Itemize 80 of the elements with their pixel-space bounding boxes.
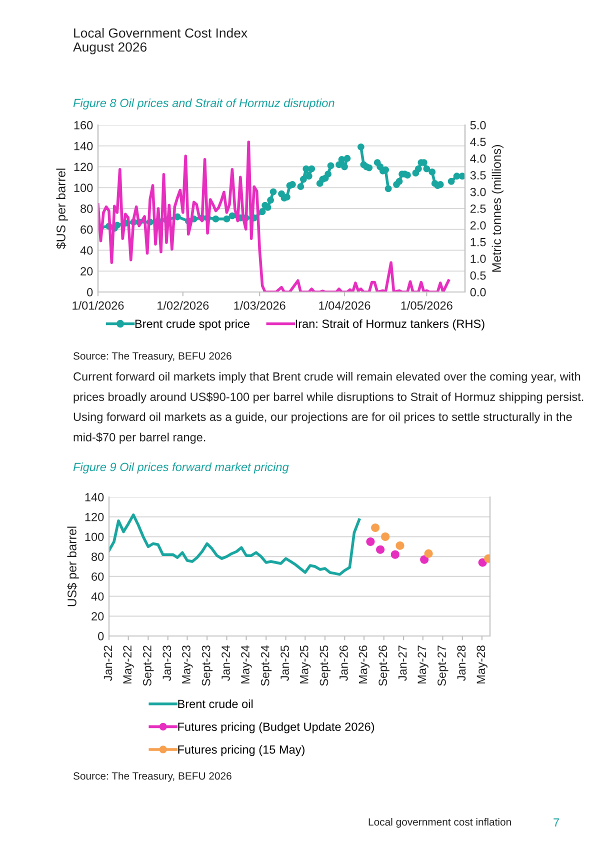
- y-tick-label: 80: [80, 204, 93, 213]
- point: [390, 550, 400, 559]
- y-tick-label: 120: [74, 162, 93, 172]
- x-tick-label: Sept-25: [320, 646, 330, 686]
- x-tick-label: May-28: [476, 646, 488, 684]
- y2-tick-label: 0.0: [470, 288, 486, 296]
- legend-label: Brent crude spot price: [135, 319, 250, 330]
- x-tick-label: Jan-24: [222, 645, 230, 681]
- y2-tick-label: 3.5: [470, 171, 486, 180]
- y-tick-label: 20: [92, 612, 104, 621]
- y-tick-label: 60: [80, 225, 93, 234]
- x-tick-label: 1/02/2026: [158, 301, 209, 310]
- x-tick-label: May-23: [182, 646, 193, 684]
- legend-label: Futures pricing (15 May): [178, 745, 304, 756]
- line-series: [109, 513, 361, 576]
- y2-tick-label: 1.5: [470, 238, 486, 246]
- point: [396, 541, 404, 550]
- y2-tick-label: 3.0: [470, 188, 486, 196]
- y2-tick-label: 2.5: [470, 204, 486, 213]
- text: Current forward oil markets imply that Brent crude will remain elevated over the coming year, with prices broadly around US$90-100 per barrel while disruptions to Strait of Hormuz shipping persist. Using forward oil markets as a guide, our projections are for oil prices to settle structurally in the mid-$70 per barrel range.: [74, 372, 584, 444]
- x-tick-label: May-27: [418, 646, 428, 684]
- y-tick-label: 140: [74, 142, 93, 150]
- x-tick-label: 1/01/2026: [72, 301, 124, 310]
- y-tick-label: 120: [85, 512, 104, 522]
- text: Local government cost inflation: [368, 818, 511, 828]
- x-tick-label: May-24: [241, 645, 252, 684]
- y-tick-label: 140: [85, 493, 104, 502]
- x-tick-label: Sept-26: [378, 646, 390, 686]
- y2-axis-title: Metric tonnes (millions): [492, 145, 504, 272]
- x-tick-label: Jan-25: [280, 646, 289, 681]
- y-tick-label: 0: [98, 632, 104, 640]
- point: [381, 532, 390, 541]
- x-tick-label: Jan-23: [162, 646, 172, 681]
- line-series: [98, 140, 450, 292]
- point: [371, 524, 380, 532]
- x-tick-label: 1/04/2026: [319, 301, 370, 310]
- point: [424, 549, 433, 558]
- y2-tick-label: 0.5: [470, 271, 486, 280]
- y-axis-title: US$ per barrel: [67, 526, 79, 606]
- y-tick-label: 80: [92, 552, 104, 561]
- y2-tick-label: 2.0: [470, 221, 486, 230]
- chart-title: Figure 8 Oil prices and Strait of Hormuz disruption: [73, 98, 334, 110]
- text: Local Government Cost Index: [74, 28, 248, 38]
- legend-label: Brent crude oil: [178, 699, 253, 708]
- x-tick-label: Sept-23: [202, 646, 213, 686]
- y2-tick-label: 4.5: [470, 138, 486, 146]
- x-tick-label: Jan-27: [398, 646, 407, 681]
- y-tick-label: 0: [87, 288, 93, 296]
- text: August 2026: [73, 42, 147, 54]
- x-tick-label: Sept-27: [438, 646, 448, 686]
- x-tick-label: May-22: [123, 646, 134, 684]
- y2-tick-label: 1.0: [470, 254, 486, 263]
- y-tick-label: 100: [85, 532, 104, 542]
- x-tick-label: Sept-24: [260, 645, 272, 686]
- y2-tick-label: 4.0: [470, 154, 486, 163]
- text: 7: [554, 818, 559, 827]
- y2-tick-label: 5.0: [470, 121, 486, 130]
- x-tick-label: Jan-22: [104, 646, 112, 681]
- y-tick-label: 60: [92, 572, 104, 581]
- x-tick-label: May-25: [300, 646, 311, 684]
- x-tick-label: Sept-22: [143, 646, 154, 686]
- point: [366, 537, 375, 546]
- point: [420, 555, 429, 564]
- legend-label: Iran: Strait of Hormuz tankers (RHS): [296, 319, 484, 330]
- x-tick-label: 1/05/2026: [401, 301, 452, 310]
- x-tick-label: Jan-28: [457, 646, 466, 681]
- y-tick-label: 40: [91, 592, 104, 601]
- chart-title: Figure 9 Oil prices forward market pricing: [73, 462, 289, 474]
- source-note: Source: The Treasury, BEFU 2026: [73, 352, 232, 362]
- source-note: Source: The Treasury, BEFU 2026: [73, 772, 232, 782]
- y-axis-title: $US per barrel: [56, 168, 68, 250]
- y-tick-label: 160: [74, 121, 93, 130]
- y-tick-label: 40: [80, 246, 93, 255]
- x-tick-label: 1/03/2026: [234, 301, 286, 310]
- y-tick-label: 100: [74, 184, 93, 192]
- x-tick-label: May-26: [358, 646, 370, 684]
- y-tick-label: 20: [80, 267, 93, 276]
- x-tick-label: Jan-26: [339, 646, 348, 681]
- legend-label: Futures pricing (Budget Update 2026): [178, 722, 374, 734]
- point: [376, 545, 385, 554]
